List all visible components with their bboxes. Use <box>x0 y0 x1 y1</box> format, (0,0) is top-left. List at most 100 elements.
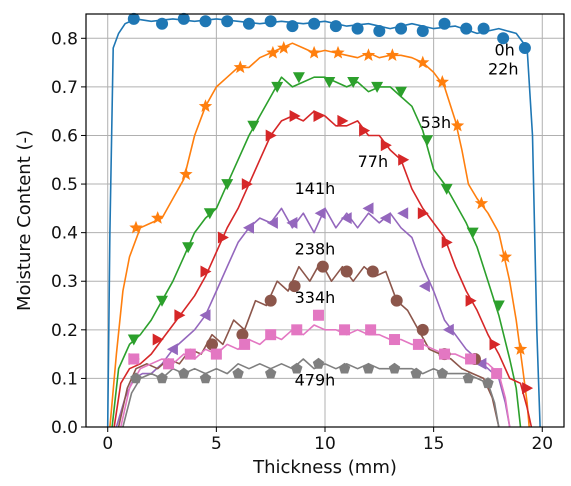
x-axis-label: Thickness (mm) <box>252 457 397 478</box>
data-point-53h <box>492 300 505 312</box>
data-point-334h <box>163 358 175 370</box>
data-point-0h <box>329 20 342 33</box>
data-point-141h <box>243 221 254 234</box>
data-point-0h <box>438 17 451 30</box>
data-point-238h <box>236 328 249 341</box>
data-point-141h <box>362 202 374 215</box>
data-point-238h <box>416 323 429 336</box>
data-point-479h <box>265 367 277 379</box>
data-point-77h <box>217 231 229 244</box>
data-point-0h <box>242 17 255 30</box>
data-point-22h <box>151 211 165 224</box>
data-point-22h <box>361 48 376 61</box>
data-point-334h <box>312 309 324 321</box>
data-point-22h <box>385 48 399 61</box>
series-label-77h: 77h <box>358 152 389 171</box>
data-point-22h <box>266 45 280 59</box>
data-point-0h <box>221 15 234 28</box>
data-point-22h <box>513 342 528 355</box>
data-point-141h <box>266 216 278 229</box>
data-point-238h <box>288 280 301 293</box>
data-point-22h <box>474 196 489 210</box>
x-tick-label: 5 <box>211 434 222 454</box>
data-point-141h <box>166 343 178 356</box>
data-point-479h <box>462 372 475 384</box>
data-point-479h <box>232 367 244 379</box>
data-point-22h <box>179 167 193 180</box>
series-label-141h: 141h <box>295 179 336 198</box>
data-point-141h <box>418 280 430 293</box>
data-point-0h <box>177 12 190 25</box>
data-point-0h <box>199 15 212 28</box>
data-point-141h <box>379 212 391 225</box>
data-point-141h <box>286 216 298 229</box>
series-label-0h: 0h <box>494 40 514 59</box>
data-point-0h <box>373 25 386 38</box>
data-point-334h <box>291 324 303 336</box>
y-tick-label: 0.5 <box>51 175 78 195</box>
data-point-0h <box>395 22 408 35</box>
data-point-22h <box>233 60 247 74</box>
data-point-77h <box>398 153 410 166</box>
data-point-238h <box>366 265 379 278</box>
data-point-334h <box>128 353 140 365</box>
data-point-334h <box>184 348 196 360</box>
data-point-77h <box>465 294 477 307</box>
data-point-77h <box>313 110 325 122</box>
data-point-77h <box>359 124 371 137</box>
data-point-53h <box>395 86 407 98</box>
data-point-53h <box>292 72 305 84</box>
data-point-141h <box>199 309 211 322</box>
data-point-77h <box>417 207 429 220</box>
data-point-77h <box>337 114 349 127</box>
series-label-334h: 334h <box>295 288 336 307</box>
data-point-238h <box>316 260 329 273</box>
data-point-238h <box>206 338 219 351</box>
data-point-334h <box>365 324 377 336</box>
data-point-77h <box>522 382 534 395</box>
series-label-238h: 238h <box>295 240 336 259</box>
data-point-334h <box>210 348 222 360</box>
data-point-479h <box>388 362 401 374</box>
data-point-22h <box>129 220 143 234</box>
data-point-238h <box>390 294 403 307</box>
data-point-334h <box>412 338 424 350</box>
axis-ticks: 0 5 10 15 20 0.0 0.1 0.2 0.3 0.4 0.5 0.6 0.7 0.8 <box>51 29 553 454</box>
data-point-0h <box>286 20 299 33</box>
data-point-22h <box>435 75 449 88</box>
data-point-77h <box>489 338 501 351</box>
data-point-479h <box>130 372 142 384</box>
data-point-0h <box>477 22 490 35</box>
data-point-479h <box>436 367 448 379</box>
x-tick-label: 0 <box>102 434 113 454</box>
data-point-334h <box>239 338 251 350</box>
data-point-77h <box>241 178 253 191</box>
data-point-53h <box>182 242 195 254</box>
y-tick-label: 0.8 <box>51 29 78 49</box>
data-point-334h <box>439 348 450 360</box>
data-point-479h <box>312 357 325 369</box>
series-line-22h <box>109 42 530 428</box>
y-tick-label: 0.6 <box>51 126 78 146</box>
data-point-334h <box>465 353 477 365</box>
data-point-334h <box>491 368 503 380</box>
y-tick-label: 0.2 <box>51 321 78 341</box>
data-point-22h <box>277 41 291 54</box>
data-point-77h <box>200 265 212 278</box>
data-point-479h <box>410 367 422 379</box>
data-point-22h <box>331 45 345 59</box>
data-point-0h <box>264 15 277 28</box>
data-point-479h <box>338 362 351 374</box>
data-point-53h <box>371 81 384 93</box>
series-line-238h <box>117 261 500 428</box>
y-tick-label: 0.0 <box>51 418 78 438</box>
data-point-0h <box>351 22 364 35</box>
data-point-0h <box>127 12 140 25</box>
data-point-77h <box>289 110 301 122</box>
data-point-77h <box>380 139 392 152</box>
data-point-0h <box>308 17 321 30</box>
y-tick-label: 0.4 <box>51 224 78 244</box>
data-point-22h <box>307 45 321 59</box>
